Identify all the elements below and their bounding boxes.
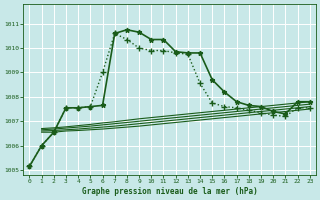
X-axis label: Graphe pression niveau de la mer (hPa): Graphe pression niveau de la mer (hPa) (82, 187, 258, 196)
